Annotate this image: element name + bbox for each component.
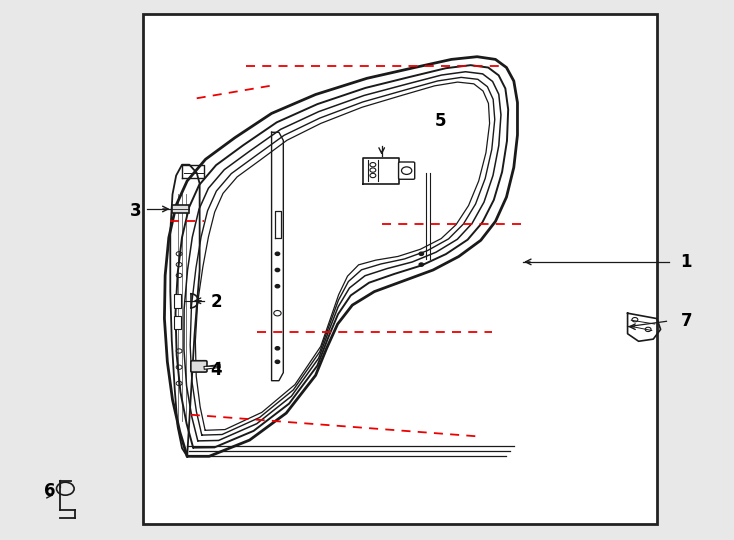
Text: 4: 4 [211, 361, 222, 379]
Circle shape [275, 347, 280, 350]
Text: 2: 2 [211, 293, 222, 312]
FancyBboxPatch shape [172, 205, 189, 213]
Text: 3: 3 [130, 201, 142, 220]
FancyBboxPatch shape [174, 316, 181, 329]
FancyBboxPatch shape [191, 361, 207, 372]
Text: 1: 1 [680, 253, 692, 271]
Circle shape [275, 285, 280, 288]
Text: 7: 7 [680, 312, 692, 330]
Circle shape [275, 360, 280, 363]
Circle shape [419, 263, 424, 266]
Text: 5: 5 [435, 112, 446, 131]
Circle shape [275, 252, 280, 255]
FancyBboxPatch shape [174, 294, 181, 308]
Text: 6: 6 [44, 482, 56, 501]
Circle shape [275, 268, 280, 272]
Circle shape [419, 252, 424, 255]
FancyBboxPatch shape [399, 162, 415, 179]
FancyBboxPatch shape [143, 14, 657, 524]
